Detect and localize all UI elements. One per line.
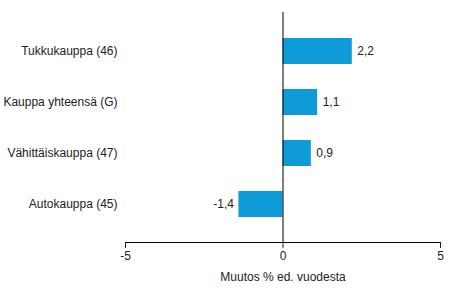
svg-text:Kauppa yhteensä (G): Kauppa yhteensä (G) (3, 95, 117, 109)
svg-text:5: 5 (437, 249, 444, 263)
svg-text:Muutos % ed. vuodesta: Muutos % ed. vuodesta (220, 270, 346, 284)
svg-text:Vähittäiskauppa (47): Vähittäiskauppa (47) (7, 146, 117, 160)
svg-text:Autokauppa (45): Autokauppa (45) (29, 197, 118, 211)
svg-text:-1,4: -1,4 (213, 197, 234, 211)
svg-text:Tukkukauppa (46): Tukkukauppa (46) (21, 44, 117, 58)
svg-text:1,1: 1,1 (323, 95, 340, 109)
svg-text:2,2: 2,2 (357, 44, 374, 58)
svg-text:0,9: 0,9 (316, 146, 333, 160)
svg-text:0: 0 (280, 249, 287, 263)
svg-text:-5: -5 (120, 249, 131, 263)
